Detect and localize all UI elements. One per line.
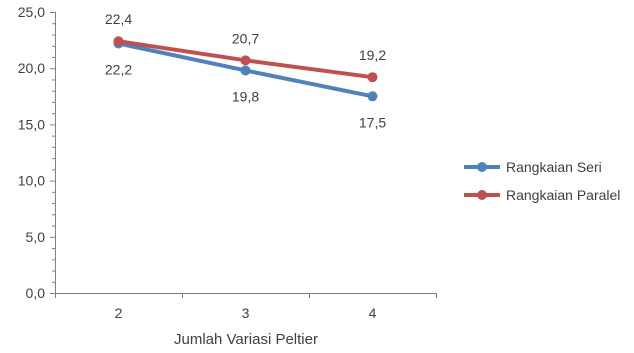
- data-labels: 22,2 22,4 19,8 20,7 17,5 19,2: [105, 11, 386, 130]
- data-label: 22,2: [105, 61, 132, 77]
- y-tick-label: 10,0: [18, 173, 45, 189]
- x-tick-label: 2: [115, 305, 123, 321]
- data-point: [240, 55, 251, 66]
- x-axis-title: Jumlah Variasi Peltier: [174, 331, 318, 348]
- x-axis-ticks: 2 3 4: [55, 293, 437, 321]
- data-label: 22,4: [105, 11, 132, 27]
- data-label: 17,5: [359, 114, 386, 130]
- data-label: 19,2: [359, 47, 386, 63]
- data-point: [113, 36, 124, 47]
- legend-marker: [477, 162, 487, 172]
- y-tick-label: 5,0: [26, 229, 46, 245]
- x-tick-label: 4: [369, 305, 377, 321]
- data-point: [367, 72, 378, 83]
- data-label: 20,7: [232, 30, 259, 46]
- x-tick-label: 3: [242, 305, 250, 321]
- legend-marker: [477, 190, 487, 200]
- y-tick-label: 20,0: [18, 60, 45, 76]
- y-tick-label: 25,0: [18, 4, 45, 20]
- legend-label: Rangkaian Seri: [506, 159, 602, 175]
- legend: Rangkaian Seri Rangkaian Paralel: [464, 159, 620, 203]
- data-label: 19,8: [232, 88, 259, 104]
- series-layer: [113, 36, 378, 102]
- data-point: [240, 65, 251, 76]
- y-tick-label: 0,0: [26, 285, 46, 301]
- legend-label: Rangkaian Paralel: [506, 187, 620, 203]
- data-point: [367, 91, 378, 102]
- y-axis-ticks: 0,0 5,0 10,0 15,0 20,0 25,0: [18, 4, 55, 301]
- y-tick-label: 15,0: [18, 116, 45, 132]
